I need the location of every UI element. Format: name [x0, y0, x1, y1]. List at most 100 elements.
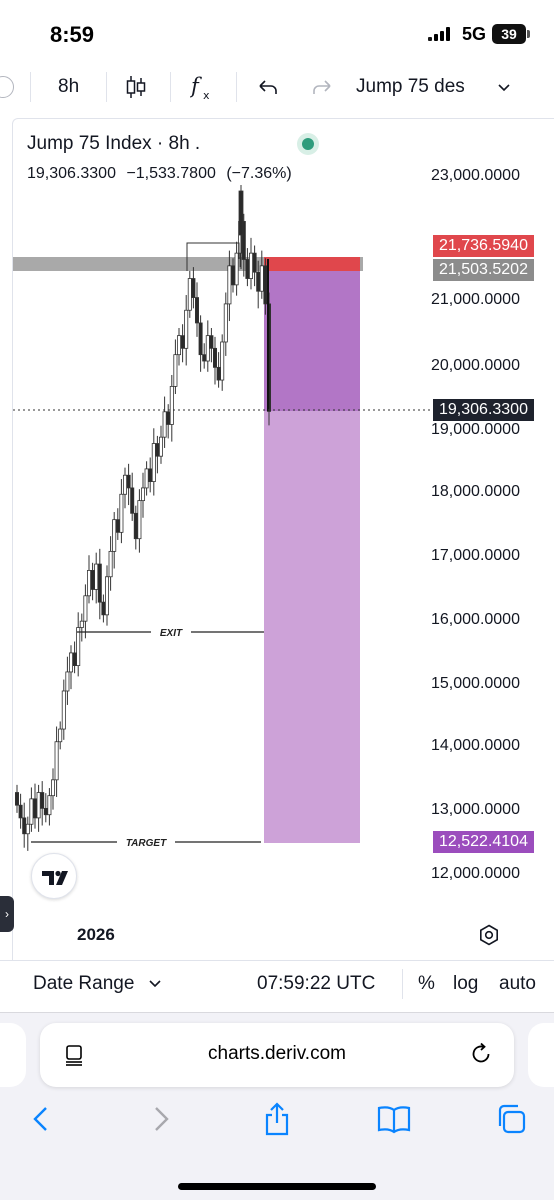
bear-candle	[180, 335, 185, 349]
date-range-button[interactable]: Date Range	[33, 973, 135, 994]
svg-text:f: f	[190, 74, 202, 98]
reader-mode-icon[interactable]	[62, 1043, 86, 1067]
symbol-search-button[interactable]: Jump 75 des	[356, 76, 465, 97]
side-panel-toggle[interactable]: ›	[0, 896, 14, 932]
bear-candle	[191, 278, 196, 298]
bear-candle	[101, 601, 106, 616]
bull-candle	[140, 487, 145, 502]
bull-candle	[162, 411, 167, 438]
bear-candle	[252, 252, 257, 273]
bookmarks-icon[interactable]	[376, 1101, 412, 1137]
home-indicator	[178, 1183, 376, 1190]
url-text[interactable]: charts.deriv.com	[208, 1043, 346, 1064]
chart-symbol-title: Jump 75 Index · 8h .	[27, 133, 201, 154]
battery-level: 39	[501, 26, 517, 42]
chart-canvas[interactable]: EXIT TARGET	[13, 119, 554, 960]
bear-candle	[263, 265, 268, 305]
price-change-percent: (−7.36%)	[226, 165, 292, 182]
indicators-fx-icon[interactable]: f x	[189, 72, 216, 102]
auto-scale-button[interactable]: auto	[499, 973, 536, 994]
undo-icon[interactable]	[256, 72, 280, 102]
bear-candle	[126, 474, 131, 489]
bull-candle	[223, 303, 228, 343]
price-tick: 17,000.0000	[431, 547, 520, 564]
bull-candle	[51, 779, 56, 797]
chevron-down-icon[interactable]	[148, 973, 162, 999]
status-bar: 8:59 5G 39	[0, 0, 554, 68]
share-icon[interactable]	[259, 1101, 295, 1137]
chart-pane[interactable]: EXIT TARGET Jump 75 Index · 8h . 19,306.3…	[12, 118, 554, 960]
target-price-label: 12,522.4104	[433, 831, 534, 853]
bear-candle	[97, 563, 102, 603]
exit-label: EXIT	[160, 628, 183, 639]
battery-icon: 39	[492, 24, 530, 44]
bull-candle	[105, 576, 110, 616]
bear-candle	[245, 259, 250, 279]
cellular-signal-icon	[428, 27, 456, 41]
bear-candle	[130, 487, 135, 514]
redo-icon[interactable]	[310, 72, 334, 102]
bull-candle	[94, 563, 99, 590]
bull-candle	[54, 741, 59, 781]
bull-candle	[151, 443, 156, 482]
price-tick: 15,000.0000	[431, 675, 520, 692]
current-price-label: 19,306.3300	[433, 399, 534, 421]
bear-candle	[72, 652, 77, 667]
bear-candle	[238, 190, 244, 236]
candlestick-type-icon[interactable]	[124, 72, 148, 102]
bull-candle	[65, 671, 70, 692]
utc-clock[interactable]: 07:59:22 UTC	[257, 973, 376, 994]
bear-candle	[202, 354, 207, 362]
position-profit-zone-upper	[264, 271, 360, 411]
price-tick: 19,000.0000	[431, 421, 520, 438]
price-change: −1,533.7800	[126, 165, 216, 182]
next-tab-peek[interactable]	[528, 1023, 554, 1087]
bear-candle	[194, 297, 199, 324]
bull-candle	[25, 823, 30, 835]
market-status-icon	[297, 133, 319, 155]
bull-candle	[187, 278, 192, 311]
address-bar[interactable]: charts.deriv.com	[40, 1023, 514, 1087]
price-tick: 20,000.0000	[431, 357, 520, 374]
range-box	[186, 242, 240, 271]
network-type: 5G	[462, 24, 487, 44]
bear-candle	[256, 271, 261, 292]
bear-candle	[133, 512, 138, 540]
percent-scale-button[interactable]: %	[418, 973, 435, 994]
chart-settings-icon[interactable]	[477, 923, 501, 947]
back-arrow-icon[interactable]	[24, 1101, 60, 1137]
bull-candle	[83, 595, 88, 622]
bear-candle	[40, 792, 45, 809]
price-tick: 13,000.0000	[431, 801, 520, 818]
last-price: 19,306.3300	[27, 165, 116, 182]
interval-button[interactable]: 8h	[58, 76, 80, 97]
bull-candle	[87, 570, 92, 597]
bear-candle	[216, 366, 221, 381]
tabs-icon[interactable]	[494, 1101, 530, 1137]
reload-icon[interactable]	[468, 1041, 494, 1067]
bull-candle	[184, 309, 189, 349]
bull-candle	[176, 335, 181, 356]
bear-candle	[90, 570, 95, 590]
toolbar-divider	[170, 72, 171, 102]
bull-candle	[112, 519, 117, 552]
bear-candle	[148, 468, 153, 482]
bull-candle	[58, 728, 63, 743]
price-tick: 23,000.0000	[431, 167, 520, 184]
bear-candle	[209, 335, 214, 349]
log-scale-button[interactable]: log	[453, 973, 479, 994]
forward-arrow-icon[interactable]	[142, 1101, 178, 1137]
bull-candle	[123, 474, 128, 495]
bull-candle	[119, 493, 124, 533]
chevron-down-icon[interactable]	[496, 72, 512, 102]
previous-tab-peek[interactable]	[0, 1023, 26, 1087]
bull-candle	[137, 500, 142, 540]
tradingview-logo[interactable]	[31, 853, 77, 899]
stop-loss-price-label: 21,736.5940	[433, 235, 534, 257]
price-tick: 12,000.0000	[431, 865, 520, 882]
price-tick: 16,000.0000	[431, 611, 520, 628]
bear-candle	[43, 807, 48, 816]
bull-candle	[169, 385, 174, 425]
bull-candle	[47, 795, 52, 816]
chart-toolbar: 8h f x Jump 75 des	[0, 64, 554, 110]
